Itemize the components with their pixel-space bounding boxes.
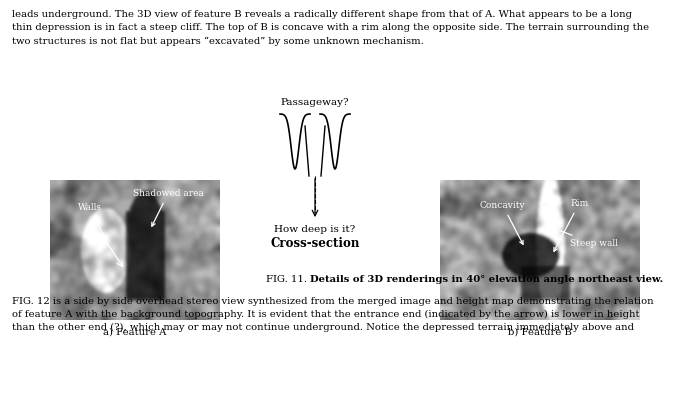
Text: Passageway?: Passageway? <box>281 98 350 107</box>
Text: leads underground. The 3D view of feature B reveals a radically different shape : leads underground. The 3D view of featur… <box>12 10 632 19</box>
Text: FIG. 11.: FIG. 11. <box>266 275 310 284</box>
Text: Steep wall: Steep wall <box>549 226 618 248</box>
Text: Concavity: Concavity <box>480 201 526 244</box>
Text: than the other end (?), which may or may not continue underground. Notice the de: than the other end (?), which may or may… <box>12 323 634 332</box>
Text: Details of 3D renderings in 40° elevation angle northeast view.: Details of 3D renderings in 40° elevatio… <box>310 275 663 284</box>
Text: FIG. 12 is a side by side overhead stereo view synthesized from the merged image: FIG. 12 is a side by side overhead stere… <box>12 297 653 306</box>
Text: a) Feature A: a) Feature A <box>103 328 167 337</box>
Text: Walls: Walls <box>78 203 106 241</box>
Text: How deep is it?: How deep is it? <box>274 225 356 234</box>
Text: Shadowed area: Shadowed area <box>133 189 203 226</box>
Text: Rim: Rim <box>554 199 588 251</box>
Text: Cross-section: Cross-section <box>271 237 360 250</box>
Text: b) Feature B: b) Feature B <box>508 328 572 337</box>
Text: thin depression is in fact a steep cliff. The top of B is concave with a rim alo: thin depression is in fact a steep cliff… <box>12 24 649 32</box>
Text: two structures is not flat but appears “excavated” by some unknown mechanism.: two structures is not flat but appears “… <box>12 37 424 46</box>
Text: of feature A with the background topography. It is evident that the entrance end: of feature A with the background topogra… <box>12 310 639 319</box>
